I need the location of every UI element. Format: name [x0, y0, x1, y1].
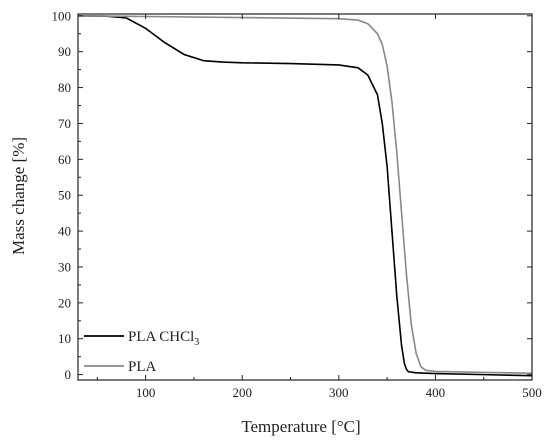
- legend: PLA CHCl3 PLA: [84, 329, 199, 375]
- x-axis: 100 200 300 400 500: [96, 14, 542, 400]
- legend-label-1: PLA CHCl3: [128, 329, 199, 348]
- y-tick-label: 90: [58, 44, 71, 59]
- y-tick-label: 70: [58, 116, 71, 131]
- y-axis: 0 10 20 30 40 50 60 70 80 90 100: [52, 8, 532, 382]
- legend-label-2: PLA: [128, 359, 157, 375]
- y-axis-title: Mass change [%]: [9, 137, 28, 255]
- x-tick-label: 500: [522, 385, 542, 400]
- y-tick-label: 0: [65, 367, 72, 382]
- x-tick-label: 400: [426, 385, 446, 400]
- y-tick-label: 60: [58, 152, 71, 167]
- series-line-1: [77, 14, 533, 377]
- series-line-2: [77, 14, 533, 374]
- x-tick-label: 200: [232, 385, 252, 400]
- y-tick-label: 40: [58, 224, 71, 239]
- y-tick-label: 30: [58, 259, 71, 274]
- y-tick-label: 20: [58, 295, 71, 310]
- plot-frame: [77, 13, 533, 381]
- y-tick-label: 10: [58, 331, 71, 346]
- y-tick-label: 80: [58, 80, 71, 95]
- chart-plot-area: [77, 13, 533, 381]
- y-tick-label: 100: [52, 8, 72, 23]
- x-axis-title: Temperature [°C]: [241, 417, 360, 436]
- x-tick-label: 100: [136, 385, 156, 400]
- x-tick-label: 300: [329, 385, 349, 400]
- y-tick-label: 50: [58, 188, 71, 203]
- legend-subscript: 3: [194, 337, 199, 348]
